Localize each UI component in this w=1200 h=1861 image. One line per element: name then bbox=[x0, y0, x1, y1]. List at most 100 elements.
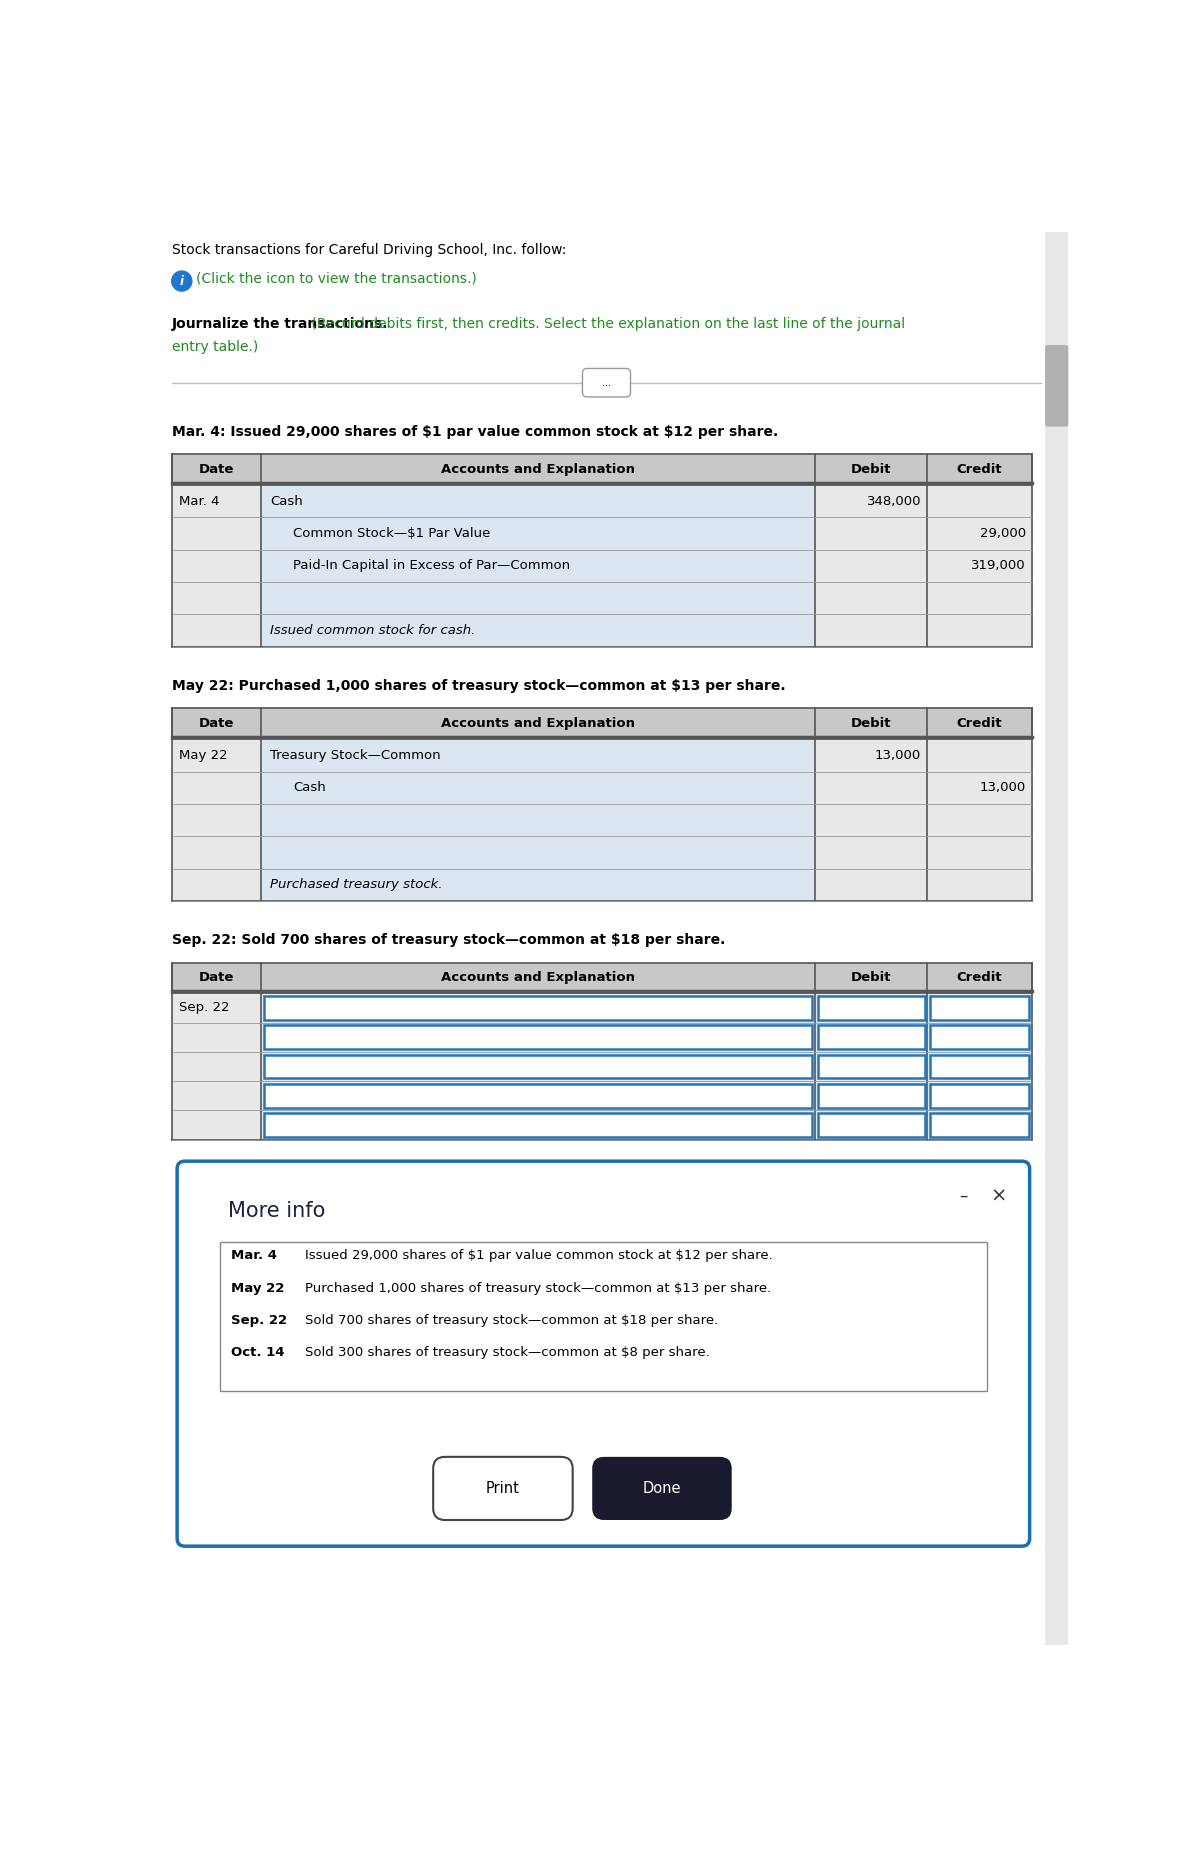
Bar bbox=[815, 772, 928, 804]
Bar bbox=[260, 614, 815, 648]
Bar bbox=[172, 454, 260, 486]
Bar bbox=[172, 869, 260, 901]
Text: Sold 300 shares of treasury stock—common at \$8 per share.: Sold 300 shares of treasury stock—common… bbox=[305, 1346, 709, 1359]
Bar bbox=[172, 1111, 260, 1139]
FancyBboxPatch shape bbox=[1045, 344, 1068, 426]
Text: Mar. 4: Mar. 4 bbox=[180, 495, 220, 508]
Bar bbox=[260, 739, 815, 772]
Bar bbox=[260, 962, 815, 994]
Text: entry table.): entry table.) bbox=[172, 341, 258, 354]
Bar bbox=[928, 962, 1032, 994]
Text: Treasury Stock—Common: Treasury Stock—Common bbox=[270, 748, 440, 761]
Bar bbox=[817, 1113, 925, 1137]
Bar bbox=[172, 962, 260, 994]
Text: Journalize the transactions.: Journalize the transactions. bbox=[172, 316, 389, 331]
Bar bbox=[172, 709, 260, 739]
Text: Sep. 22: Sep. 22 bbox=[180, 1001, 230, 1014]
Bar bbox=[930, 996, 1030, 1020]
Bar bbox=[172, 1022, 260, 1051]
Text: (Click the icon to view the transactions.): (Click the icon to view the transactions… bbox=[197, 272, 478, 285]
Bar bbox=[815, 709, 928, 739]
Bar bbox=[260, 994, 815, 1022]
Bar bbox=[172, 582, 260, 614]
Text: Accounts and Explanation: Accounts and Explanation bbox=[440, 463, 635, 476]
Bar bbox=[815, 1022, 928, 1051]
FancyBboxPatch shape bbox=[178, 1161, 1030, 1546]
Bar bbox=[264, 1025, 812, 1050]
Bar bbox=[817, 996, 925, 1020]
Text: Paid-In Capital in Excess of Par—Common: Paid-In Capital in Excess of Par—Common bbox=[293, 560, 570, 573]
Text: ×: × bbox=[990, 1185, 1007, 1206]
Bar bbox=[928, 1111, 1032, 1139]
Text: i: i bbox=[180, 275, 184, 288]
Bar bbox=[928, 614, 1032, 648]
Text: Accounts and Explanation: Accounts and Explanation bbox=[440, 971, 635, 984]
Text: Issued common stock for cash.: Issued common stock for cash. bbox=[270, 623, 475, 636]
Bar bbox=[260, 549, 815, 582]
Bar bbox=[930, 1055, 1030, 1078]
Bar bbox=[928, 486, 1032, 517]
Bar bbox=[264, 1083, 812, 1107]
Bar bbox=[817, 1083, 925, 1107]
Text: Stock transactions for Careful Driving School, Inc. follow:: Stock transactions for Careful Driving S… bbox=[172, 244, 566, 257]
Bar bbox=[928, 1081, 1032, 1111]
Text: Print: Print bbox=[486, 1481, 520, 1496]
Bar bbox=[815, 517, 928, 549]
Bar bbox=[815, 962, 928, 994]
Text: Credit: Credit bbox=[956, 971, 1002, 984]
Bar bbox=[260, 454, 815, 486]
Bar bbox=[928, 1051, 1032, 1081]
Bar bbox=[260, 772, 815, 804]
FancyBboxPatch shape bbox=[582, 368, 630, 396]
Bar bbox=[928, 517, 1032, 549]
Bar bbox=[172, 549, 260, 582]
Bar bbox=[172, 614, 260, 648]
Bar bbox=[264, 1113, 812, 1137]
Bar bbox=[815, 994, 928, 1022]
Bar bbox=[172, 836, 260, 869]
Circle shape bbox=[172, 272, 192, 290]
Bar bbox=[815, 869, 928, 901]
Text: Cash: Cash bbox=[293, 782, 326, 795]
Bar bbox=[928, 582, 1032, 614]
Text: Cash: Cash bbox=[270, 495, 302, 508]
Text: Sep. 22: Sold 700 shares of treasury stock—common at \$18 per share.: Sep. 22: Sold 700 shares of treasury sto… bbox=[172, 932, 725, 947]
Text: Mar. 4: Issued 29,000 shares of \$1 par value common stock at \$12 per share.: Mar. 4: Issued 29,000 shares of \$1 par … bbox=[172, 424, 778, 439]
FancyBboxPatch shape bbox=[593, 1457, 732, 1520]
Text: Date: Date bbox=[198, 971, 234, 984]
Bar bbox=[260, 804, 815, 836]
Bar bbox=[172, 772, 260, 804]
Bar bbox=[815, 804, 928, 836]
Text: Sold 700 shares of treasury stock—common at \$18 per share.: Sold 700 shares of treasury stock—common… bbox=[305, 1314, 719, 1327]
Bar bbox=[928, 709, 1032, 739]
Bar bbox=[928, 869, 1032, 901]
Text: Debit: Debit bbox=[851, 716, 892, 730]
Bar bbox=[815, 1111, 928, 1139]
Text: Common Stock—\$1 Par Value: Common Stock—\$1 Par Value bbox=[293, 527, 491, 540]
Text: Mar. 4: Mar. 4 bbox=[232, 1249, 277, 1262]
Bar bbox=[260, 1081, 815, 1111]
Bar bbox=[930, 1025, 1030, 1050]
Text: Purchased 1,000 shares of treasury stock—common at \$13 per share.: Purchased 1,000 shares of treasury stock… bbox=[305, 1282, 772, 1295]
Bar bbox=[172, 739, 260, 772]
Bar bbox=[815, 486, 928, 517]
Text: Sep. 22: Sep. 22 bbox=[232, 1314, 288, 1327]
Bar bbox=[260, 1022, 815, 1051]
Bar bbox=[928, 549, 1032, 582]
Bar bbox=[172, 1081, 260, 1111]
Text: Purchased treasury stock.: Purchased treasury stock. bbox=[270, 878, 443, 891]
Bar bbox=[264, 1055, 812, 1078]
Bar bbox=[172, 994, 260, 1022]
Bar bbox=[260, 869, 815, 901]
Text: 13,000: 13,000 bbox=[875, 748, 922, 761]
Bar bbox=[930, 1083, 1030, 1107]
Text: –: – bbox=[960, 1187, 968, 1204]
Bar bbox=[260, 836, 815, 869]
Text: Date: Date bbox=[198, 463, 234, 476]
Bar bbox=[815, 582, 928, 614]
Text: ...: ... bbox=[602, 378, 611, 387]
Bar bbox=[817, 1025, 925, 1050]
Bar bbox=[260, 709, 815, 739]
Text: Credit: Credit bbox=[956, 463, 1002, 476]
Text: 13,000: 13,000 bbox=[979, 782, 1026, 795]
